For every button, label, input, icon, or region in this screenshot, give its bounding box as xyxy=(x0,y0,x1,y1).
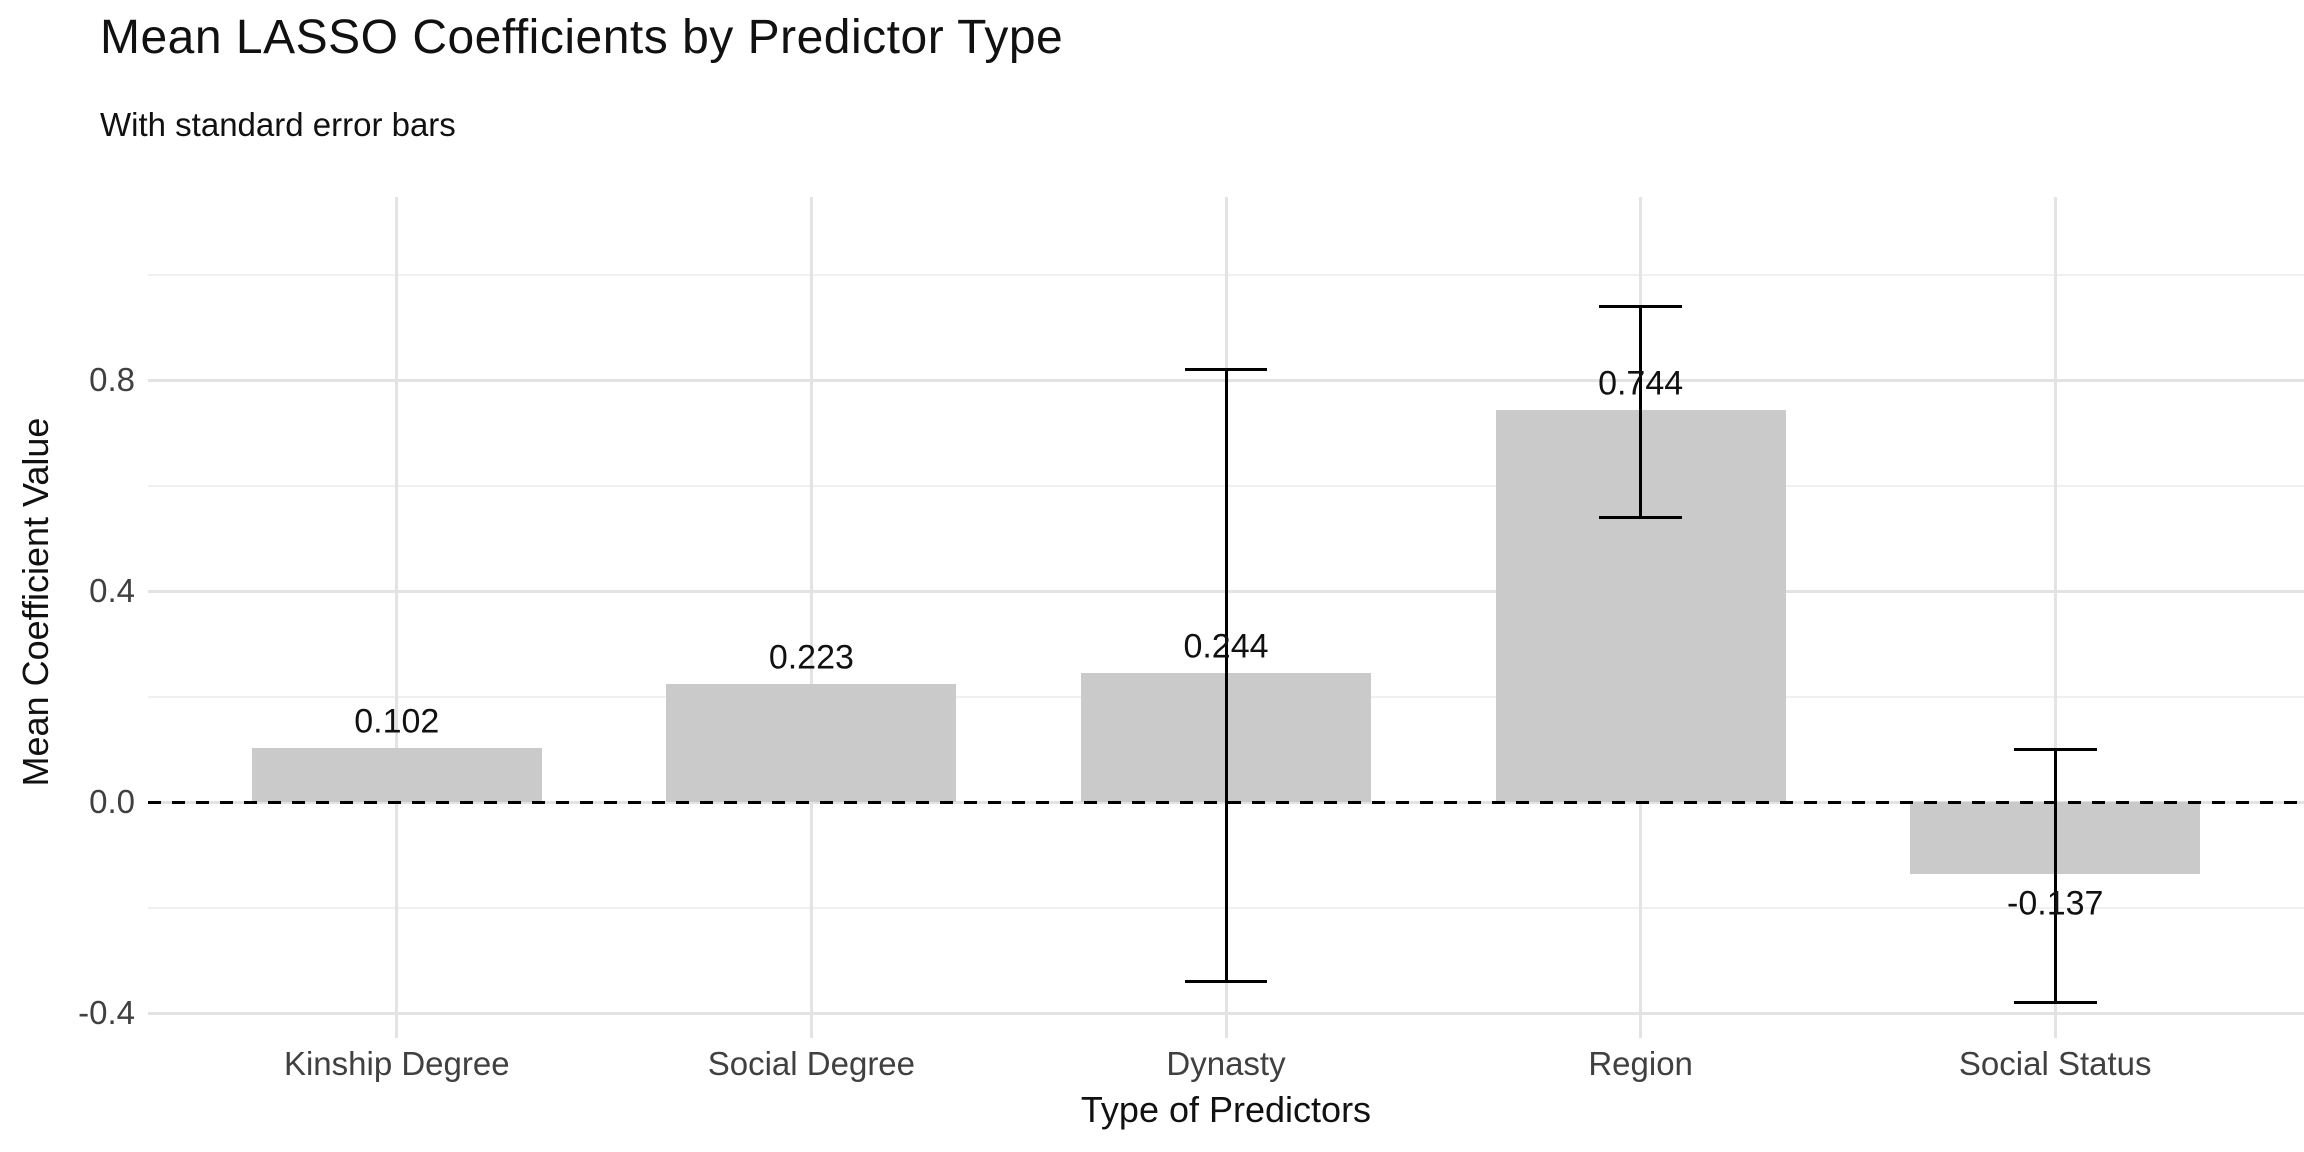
v-gridline xyxy=(395,197,399,1038)
error-bar-cap xyxy=(1184,979,1268,983)
value-label: 0.744 xyxy=(1598,364,1684,403)
y-tick-label: 0.4 xyxy=(89,572,135,609)
category-label: Social Degree xyxy=(707,1045,916,1082)
error-bar-line xyxy=(1224,369,1228,982)
error-bar-cap xyxy=(1184,367,1268,371)
category-label: Region xyxy=(1588,1045,1693,1082)
value-label: 0.244 xyxy=(1183,627,1269,666)
chart-subtitle: With standard error bars xyxy=(100,106,456,143)
category-label: Kinship Degree xyxy=(283,1045,510,1082)
bar xyxy=(251,748,542,802)
error-bar-cap xyxy=(1599,515,1683,519)
y-tick-label: -0.4 xyxy=(78,994,135,1031)
value-label: 0.102 xyxy=(354,702,440,741)
v-gridline xyxy=(809,197,813,1038)
y-tick-label: 0.8 xyxy=(89,361,135,398)
error-bar-line xyxy=(2053,749,2057,1003)
error-bar-cap xyxy=(1599,304,1683,308)
category-label: Dynasty xyxy=(1166,1045,1286,1082)
error-bar-line xyxy=(1639,306,1643,518)
value-label: 0.223 xyxy=(768,638,854,677)
y-tick-label: 0.0 xyxy=(89,783,135,820)
category-label: Social Status xyxy=(1958,1045,2152,1082)
value-label: -0.137 xyxy=(2007,884,2104,923)
error-bar-cap xyxy=(2013,747,2097,751)
x-axis-title: Type of Predictors xyxy=(1080,1089,1372,1130)
bar xyxy=(666,684,957,802)
error-bar-cap xyxy=(2013,1000,2097,1004)
v-gridline xyxy=(2053,197,2057,1038)
chart-title: Mean LASSO Coefficients by Predictor Typ… xyxy=(100,11,1064,64)
